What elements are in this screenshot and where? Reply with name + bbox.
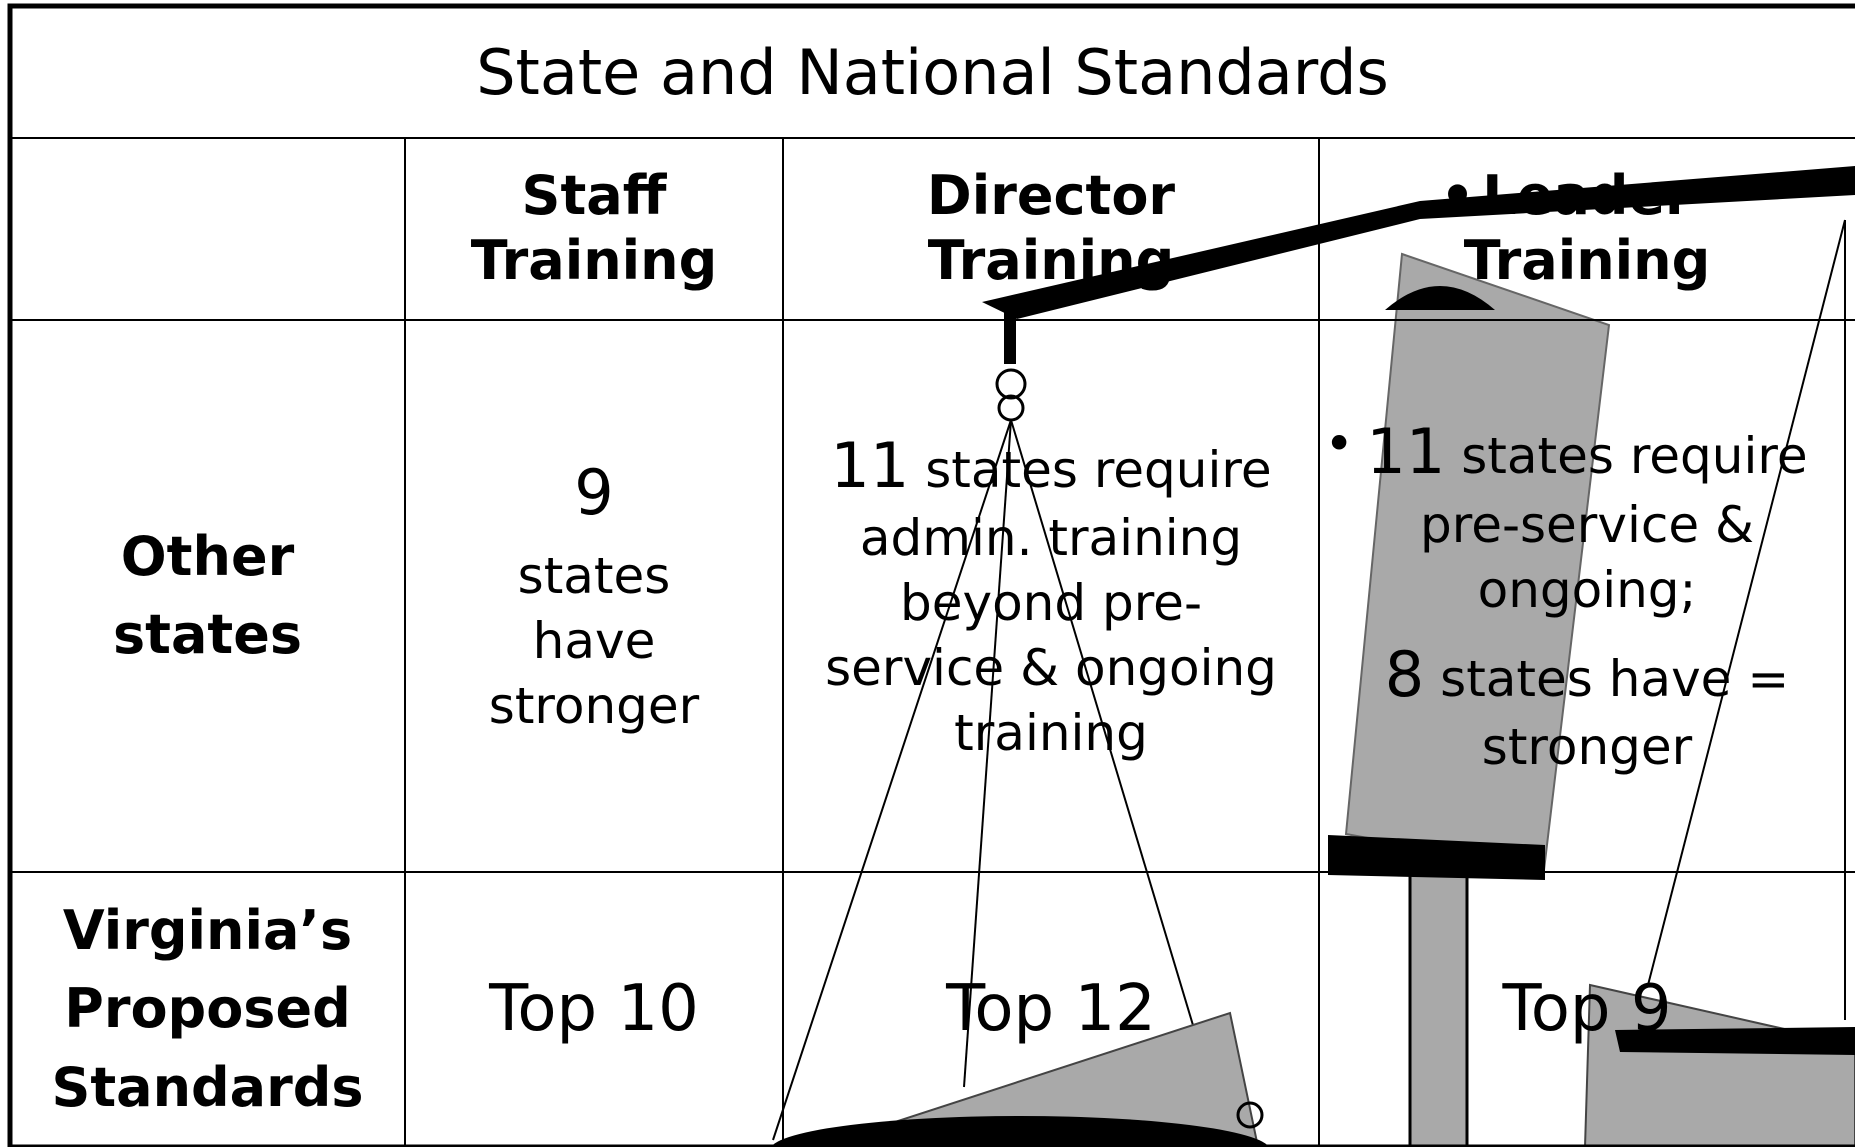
column-header: Staff Training [405, 138, 783, 320]
row-label-text: Virginia’s Proposed Standards [51, 899, 364, 1119]
cell-paragraph: 11 states require admin. training beyond… [816, 426, 1286, 767]
lead-number: 11 [1366, 414, 1446, 488]
cell-text: Top 12 [946, 971, 1156, 1046]
row-label: Virginia’s Proposed Standards [10, 872, 405, 1147]
cell-paragraph: Top 12 [946, 968, 1156, 1051]
table-cell: Top 9 [1319, 872, 1855, 1147]
cell-paragraph: Top 10 [489, 968, 699, 1051]
cell-text: Top 9 [1502, 971, 1672, 1046]
table-cell: 11 states require admin. training beyond… [783, 320, 1319, 872]
table-cell: 11 states require pre-service & ongoing;… [1319, 320, 1855, 872]
cell-text: states require admin. training beyond pr… [825, 440, 1277, 763]
column-header: Leader Training [1319, 138, 1855, 320]
column-header: Director Training [783, 138, 1319, 320]
title-text: State and National Standards [476, 35, 1389, 109]
table-cell: 9 states have stronger [405, 320, 783, 872]
table-title: State and National Standards [10, 6, 1855, 138]
cell-paragraph: 11 states require pre-service & ongoing; [1352, 412, 1822, 623]
lead-number: 11 [830, 428, 910, 502]
cell-text: states have stronger [488, 546, 700, 735]
lead-number: 9 [574, 456, 614, 530]
cell-text: Top 10 [489, 971, 699, 1046]
table-cell: Top 12 [783, 872, 1319, 1147]
cell-paragraph: 8 states have = stronger [1352, 635, 1822, 781]
row-label-text: Other states [113, 524, 302, 666]
row-label: Other states [10, 320, 405, 872]
header-text: Staff Training [470, 164, 718, 292]
cell-text: states have = stronger [1440, 649, 1790, 777]
lead-number: 8 [1384, 637, 1425, 711]
table-cell: Top 10 [405, 872, 783, 1147]
cell-paragraph: Top 9 [1502, 968, 1671, 1051]
header-text: Director Training [926, 164, 1176, 292]
cell-paragraph: 9 states have stronger [474, 453, 714, 739]
header-text: Leader Training [1427, 164, 1747, 294]
cell-text: states require pre-service & ongoing; [1420, 426, 1808, 619]
